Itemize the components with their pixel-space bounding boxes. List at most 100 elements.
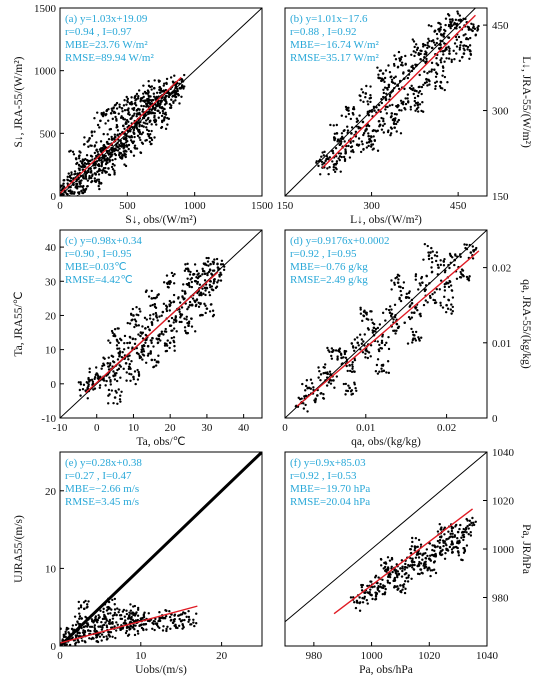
data-point xyxy=(412,40,416,43)
plot-area xyxy=(285,8,480,196)
stats-annotation: RMSE=35.17 W/m² xyxy=(290,52,379,64)
y-tick-label: 0.02 xyxy=(492,263,511,275)
data-point xyxy=(148,132,152,136)
data-point xyxy=(448,252,452,256)
data-point xyxy=(459,18,463,22)
data-point xyxy=(332,165,335,169)
data-point xyxy=(370,140,373,143)
data-point xyxy=(439,61,443,64)
data-point xyxy=(90,637,93,641)
data-point xyxy=(114,636,117,640)
data-point xyxy=(439,26,443,29)
data-point xyxy=(433,549,436,553)
data-point xyxy=(334,163,338,166)
data-point xyxy=(161,112,165,115)
data-point xyxy=(119,156,123,160)
data-point xyxy=(121,154,124,157)
data-point xyxy=(143,611,146,614)
data-point xyxy=(107,149,111,153)
data-point xyxy=(112,361,116,364)
data-point xyxy=(326,346,329,350)
data-point xyxy=(424,60,427,64)
data-point xyxy=(430,246,433,250)
data-point xyxy=(399,567,402,570)
data-point xyxy=(420,336,423,339)
data-point xyxy=(416,553,420,556)
data-point xyxy=(153,628,156,632)
data-point xyxy=(349,117,353,121)
data-point xyxy=(434,75,438,78)
data-point xyxy=(89,629,92,633)
data-point xyxy=(107,339,110,342)
data-point xyxy=(173,74,176,77)
data-point xyxy=(409,105,413,109)
data-point xyxy=(316,394,319,397)
data-point xyxy=(365,84,368,88)
data-point xyxy=(141,325,144,328)
data-point xyxy=(464,17,467,21)
data-point xyxy=(123,109,127,112)
data-point xyxy=(441,548,444,552)
data-point xyxy=(98,169,101,172)
data-point xyxy=(113,608,117,611)
data-point xyxy=(320,160,324,164)
data-point xyxy=(74,642,77,646)
data-point xyxy=(417,564,421,567)
data-point xyxy=(426,244,429,248)
data-point xyxy=(109,341,112,344)
data-point xyxy=(378,120,381,123)
data-point xyxy=(222,268,226,272)
data-point xyxy=(178,102,181,105)
data-point xyxy=(80,626,83,630)
data-point xyxy=(346,369,349,373)
data-point xyxy=(404,562,407,566)
data-point xyxy=(439,23,442,26)
data-point xyxy=(438,288,441,291)
data-point xyxy=(98,126,101,129)
data-point xyxy=(160,114,164,118)
data-point xyxy=(168,299,172,303)
data-point xyxy=(98,616,101,619)
data-point xyxy=(179,613,183,616)
data-point xyxy=(67,172,70,175)
data-point xyxy=(65,192,69,196)
data-point xyxy=(419,57,422,61)
data-point xyxy=(192,621,195,624)
data-point xyxy=(123,137,126,140)
data-point xyxy=(182,283,185,286)
data-point xyxy=(393,118,397,122)
data-point xyxy=(393,281,396,285)
data-point xyxy=(215,257,219,261)
data-point xyxy=(448,49,451,53)
data-point xyxy=(418,282,421,285)
data-point xyxy=(213,258,216,261)
data-point xyxy=(389,75,392,79)
data-point xyxy=(383,122,386,126)
data-point xyxy=(127,365,131,368)
data-point xyxy=(148,119,152,123)
data-point xyxy=(106,133,109,136)
data-point xyxy=(198,283,202,286)
data-point xyxy=(362,314,366,318)
data-point xyxy=(368,109,371,113)
data-point xyxy=(442,53,445,56)
data-point xyxy=(79,381,82,384)
data-point xyxy=(86,622,89,625)
data-point xyxy=(133,135,136,139)
data-point xyxy=(82,633,86,636)
data-point xyxy=(172,339,175,343)
data-point xyxy=(117,367,121,371)
data-point xyxy=(101,171,104,174)
data-point xyxy=(116,149,120,152)
data-point xyxy=(189,270,192,274)
y-tick-label: 0 xyxy=(51,379,57,391)
data-point xyxy=(140,141,144,144)
data-point xyxy=(138,111,141,114)
data-point xyxy=(197,301,200,304)
data-point xyxy=(81,387,85,391)
data-point xyxy=(165,344,169,347)
x-tick-label: 20 xyxy=(165,422,177,434)
data-point xyxy=(96,633,99,637)
data-point xyxy=(105,150,109,153)
data-point xyxy=(382,369,386,373)
